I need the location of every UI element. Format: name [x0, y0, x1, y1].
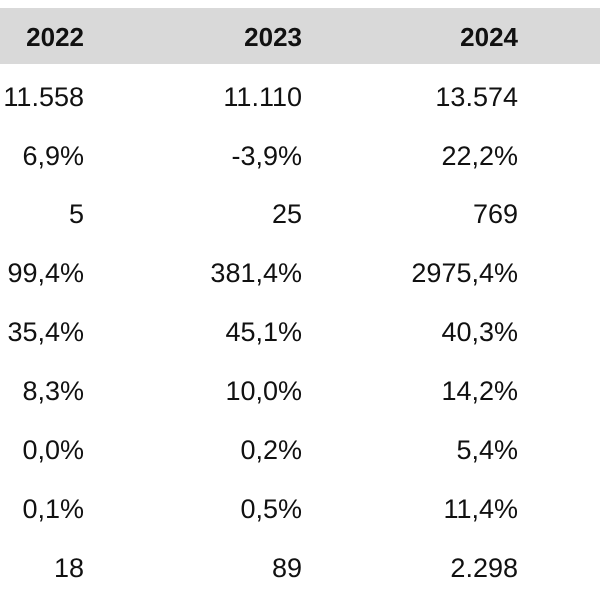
table-cell: 13.574: [435, 82, 518, 112]
table-cell: 10,0%: [225, 376, 302, 406]
column-header-2022: 2022: [26, 22, 84, 52]
table-cell: 40,3%: [441, 317, 518, 347]
table-cell: 381,4%: [210, 258, 302, 288]
table-cell: 11.558: [3, 82, 84, 112]
table-cell: 8,3%: [22, 376, 84, 406]
table-cell: 89: [271, 553, 302, 583]
table-cell: 2.298: [450, 553, 518, 583]
table-header-row: [0, 8, 600, 64]
column-header-2023: 2023: [244, 22, 302, 52]
table-cell: 0,5%: [240, 494, 302, 524]
table-cell: 99,4%: [7, 258, 84, 288]
table-cell: 0,1%: [22, 494, 84, 524]
table-cell: 6,9%: [22, 141, 84, 171]
table-cell: 25: [271, 199, 302, 229]
table-cell: 11.110: [223, 82, 302, 112]
table-cell: 5,4%: [456, 435, 518, 465]
table-cell: 0,0%: [22, 435, 84, 465]
table-cell: 11,4%: [443, 494, 518, 524]
column-header-2024: 2024: [460, 22, 518, 52]
table-cell: 22,2%: [441, 141, 518, 171]
table-cell: 2975,4%: [411, 258, 518, 288]
table-cell: 0,2%: [240, 435, 302, 465]
table-cell: 5: [68, 199, 84, 229]
table-cell: 769: [472, 199, 518, 229]
table-cell: 18: [53, 553, 84, 583]
table-cell: 45,1%: [225, 317, 302, 347]
table-cell: -3,9%: [231, 141, 302, 171]
table-cell: 14,2%: [441, 376, 518, 406]
table-cell: 35,4%: [7, 317, 84, 347]
